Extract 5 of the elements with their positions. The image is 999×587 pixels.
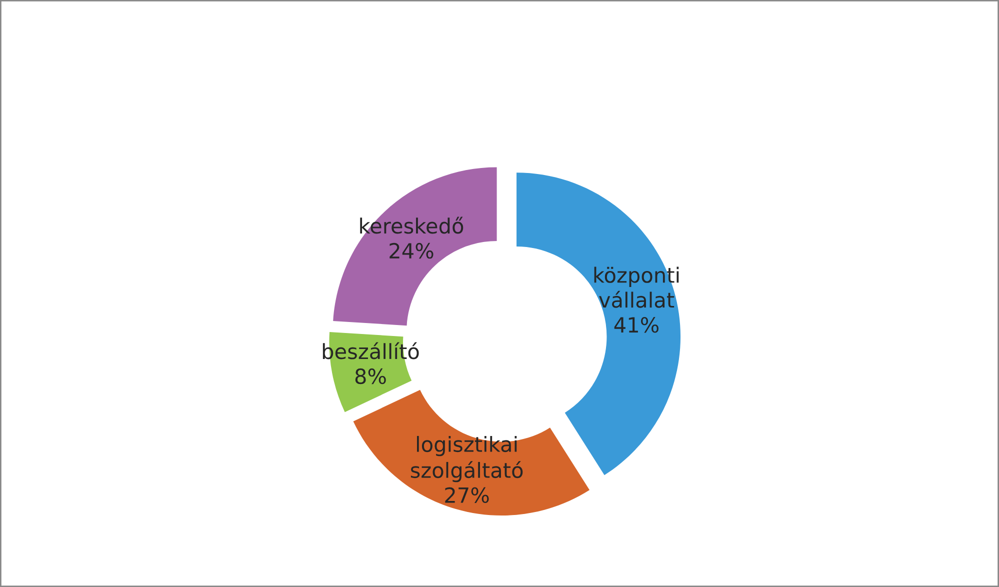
- data-label: 27%: [445, 487, 489, 503]
- data-label: 8%: [355, 368, 386, 384]
- data-label: 41%: [614, 316, 659, 333]
- slice-label: logisztikai szolgáltató: [410, 436, 523, 482]
- data-label: 24%: [390, 242, 434, 259]
